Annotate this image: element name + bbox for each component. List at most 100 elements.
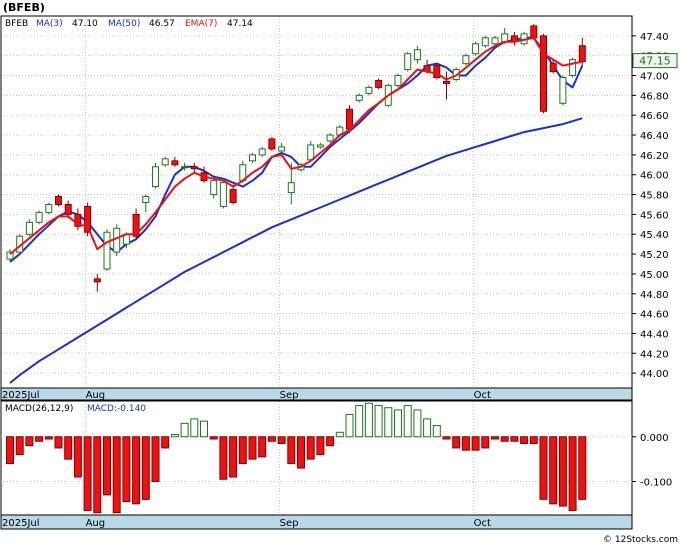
candle-down <box>84 202 92 237</box>
price-tick-label: 44.40 <box>640 329 669 340</box>
candle-up <box>249 152 256 163</box>
macd-bar-negative <box>219 436 228 480</box>
candle-up <box>35 210 43 225</box>
price-tick-label: 44.60 <box>640 310 669 321</box>
macd-bar-negative <box>326 436 335 447</box>
candle-body <box>355 94 363 101</box>
candle-up <box>355 93 363 103</box>
candle-body <box>268 138 276 150</box>
macd-bar-negative <box>520 436 529 444</box>
candle-down <box>229 184 237 205</box>
macd-legend: MACD(26,12,9) MACD:-0.140 <box>5 404 146 414</box>
candle-up <box>472 41 480 56</box>
macd-bar-negative <box>267 436 276 442</box>
candle-body <box>219 182 227 207</box>
macd-bar-negative <box>15 436 24 456</box>
macd-panel: 0.000 -0.100 MACD(26,12,9) MACD:-0.140 20… <box>0 400 672 530</box>
price-tick-label: 44.00 <box>640 369 669 380</box>
candle-body <box>530 25 538 39</box>
candle-down <box>433 63 441 80</box>
macd-bar-positive <box>413 409 422 438</box>
candle-body <box>549 63 557 73</box>
candle-body <box>25 221 33 235</box>
ema7-line <box>9 36 583 255</box>
macd-bar-negative <box>64 436 73 460</box>
candle-body <box>578 45 586 63</box>
candle-body <box>84 205 92 233</box>
macd-bar-negative <box>35 436 44 442</box>
month-labels-top: 2025Jul Aug Sep Oct <box>2 390 491 401</box>
macd-bar-negative <box>25 436 34 447</box>
macd-bar-positive <box>374 404 383 438</box>
candle-down <box>549 59 557 74</box>
macd-bar-positive <box>345 413 354 438</box>
macd-bar-negative <box>510 436 519 442</box>
price-tick-label: 47.40 <box>640 32 669 43</box>
macd-bar-negative <box>277 436 286 444</box>
candle-up <box>103 229 111 271</box>
macd-bar-negative <box>529 436 538 444</box>
macd-bar-positive <box>364 402 373 438</box>
month-labels-bottom: 2025Jul Aug Sep Oct <box>2 518 491 529</box>
macd-bar-negative <box>83 436 92 512</box>
candle-body <box>481 37 489 47</box>
macd-bar-negative <box>578 436 587 500</box>
candle-body <box>35 211 43 223</box>
price-tick-label: 47.00 <box>640 72 669 83</box>
candle-down <box>268 137 276 151</box>
candle-up <box>569 57 577 78</box>
price-tick-label: 46.20 <box>640 151 669 162</box>
candle-up <box>6 249 14 263</box>
candle-up <box>161 156 169 167</box>
candle-body <box>210 180 218 196</box>
macd-date-axis-band <box>0 514 633 530</box>
candle-up <box>404 51 412 72</box>
macd-bar-negative <box>238 436 247 465</box>
price-tick-label: 46.60 <box>640 111 669 122</box>
macd-bar-negative <box>316 436 325 456</box>
candle-body <box>161 158 169 166</box>
candle-body <box>346 108 353 130</box>
candle-body <box>394 75 402 86</box>
macd-bar-negative <box>297 436 305 469</box>
macd-bar-positive <box>180 422 189 438</box>
macd-bar-negative <box>122 436 131 503</box>
macd-tick-label: -0.100 <box>640 477 672 488</box>
month-label: Aug <box>86 390 106 401</box>
macd-bar-negative <box>209 436 218 440</box>
price-legend: BFEB MA(3) 47.10 MA(50) 46.57 EMA(7) 47.… <box>5 19 253 29</box>
macd-bar-negative <box>461 436 470 451</box>
legend-ema7-label: EMA(7) <box>185 19 217 29</box>
candle-body <box>45 203 53 213</box>
macd-bar-negative <box>161 436 170 449</box>
ma50-series <box>9 117 583 384</box>
month-label: Sep <box>280 390 299 401</box>
macd-bar-negative <box>258 436 267 458</box>
price-tick-label: 45.00 <box>640 270 669 281</box>
month-label: 2025Jul <box>2 390 40 401</box>
candle-body <box>229 189 237 203</box>
date-axis-band <box>0 387 633 401</box>
candle-down <box>55 194 62 207</box>
watermark: © 12Stocks.com <box>603 535 678 545</box>
candle-body <box>559 77 567 104</box>
candle-body <box>287 182 295 194</box>
legend-ma3-value: 47.10 <box>72 19 98 29</box>
price-tick-label: 45.20 <box>640 250 669 261</box>
macd-tick-label: 0.000 <box>640 433 669 444</box>
candle-body <box>491 37 499 45</box>
candle-body <box>171 160 179 166</box>
candle-down <box>64 200 72 219</box>
candle-up <box>326 133 334 143</box>
candle-up <box>462 53 470 66</box>
candle-body <box>375 79 383 88</box>
macd-legend-label: MACD(26,12,9) <box>5 404 73 414</box>
macd-bar-negative <box>491 436 499 440</box>
candle-body <box>93 278 101 283</box>
candle-down <box>93 273 101 292</box>
macd-bar-negative <box>73 436 82 478</box>
candle-body <box>501 33 509 43</box>
macd-bar-negative <box>44 436 53 440</box>
candle-body <box>74 213 82 227</box>
